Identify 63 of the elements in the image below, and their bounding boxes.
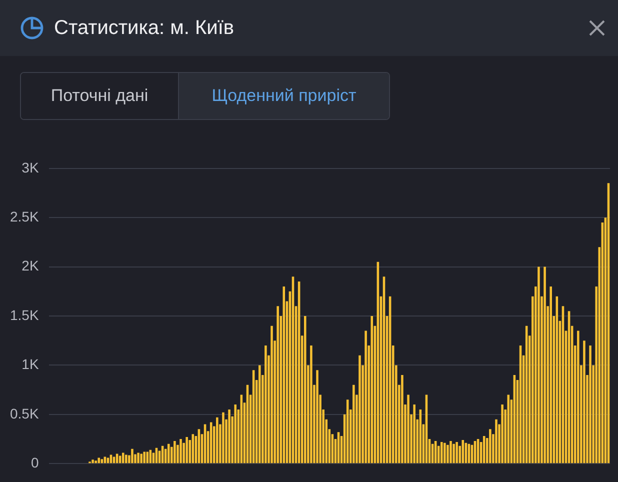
y-tick-label: 1K: [22, 356, 40, 372]
bar: [100, 459, 104, 464]
bar: [507, 394, 510, 464]
y-tick-label: 2.5K: [10, 208, 40, 224]
y-tick-label: 0.5K: [10, 405, 40, 422]
bar: [489, 429, 492, 464]
bar: [577, 330, 580, 464]
bar: [583, 340, 586, 464]
chart-title: Статистика: м. Київ: [54, 16, 234, 40]
bar: [228, 409, 230, 464]
bar: [131, 448, 134, 464]
bar: [370, 316, 374, 464]
y-tick-label: 0: [31, 454, 40, 470]
text: Щоденний приріст: [178, 73, 389, 119]
bar: [216, 417, 218, 464]
bar: [106, 458, 110, 464]
bar: [538, 266, 540, 464]
bar: [174, 440, 176, 464]
bar: [104, 456, 106, 464]
bar: [270, 326, 273, 464]
bar: [276, 306, 279, 464]
bar: [167, 444, 170, 464]
bar: [407, 394, 410, 464]
bar: [495, 419, 498, 464]
bar: [222, 412, 224, 464]
bar: [143, 452, 146, 464]
bar: [452, 444, 455, 464]
bar: [462, 440, 464, 464]
bar: [544, 266, 546, 464]
bar: [316, 370, 318, 464]
bar: [401, 375, 404, 464]
bar: [446, 444, 449, 464]
bar: [352, 384, 355, 464]
bar: [358, 355, 361, 464]
bar: [94, 460, 97, 464]
y-tick-label: 3K: [22, 159, 40, 176]
bar: [140, 454, 142, 464]
bar: [304, 316, 306, 464]
bar: [364, 330, 367, 464]
bar: [444, 442, 446, 464]
bar: [122, 452, 124, 464]
bar: [180, 439, 182, 464]
bar: [112, 456, 116, 464]
bar: [264, 346, 267, 464]
bar: [440, 442, 443, 464]
bar: [456, 442, 458, 464]
bar: [98, 458, 100, 464]
bar: [186, 437, 188, 464]
bar: [92, 460, 94, 464]
bar: [550, 286, 552, 464]
y-tick-label: 2K: [22, 258, 40, 274]
y-tick-label: 1.5K: [10, 306, 40, 323]
bar: [125, 454, 128, 464]
bar: [234, 404, 236, 464]
bar: [118, 456, 122, 464]
bar: [258, 365, 261, 464]
bar: [310, 346, 312, 464]
bar: [450, 440, 452, 464]
bar: [137, 452, 140, 464]
bar: [501, 404, 504, 464]
bar: [413, 404, 416, 464]
bar: [589, 346, 592, 464]
text: Поточні дані: [21, 73, 178, 119]
